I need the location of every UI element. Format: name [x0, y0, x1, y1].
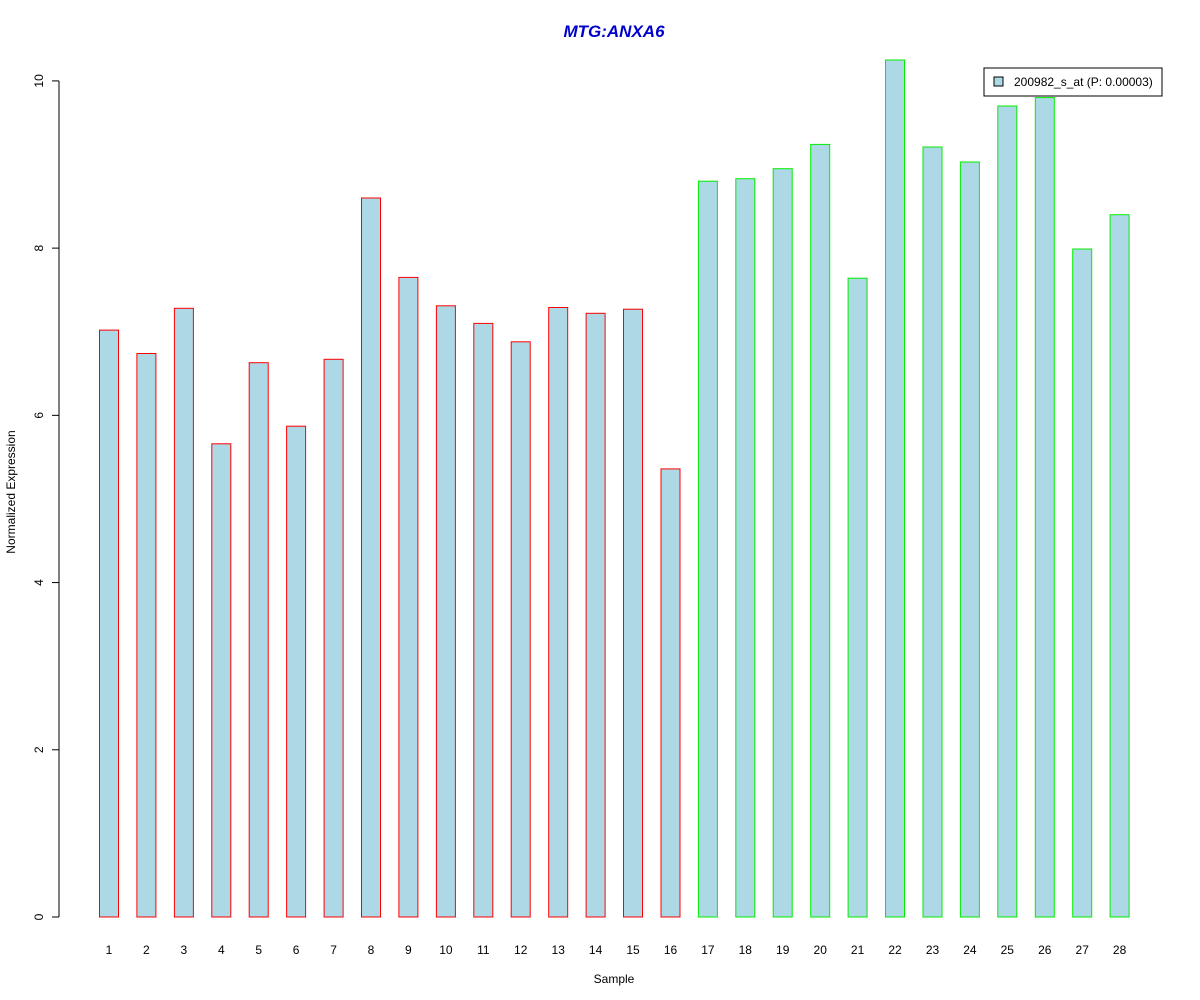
legend-box: [983, 67, 1163, 97]
bar-sample-19: [772, 168, 793, 918]
bar-sample-23: [922, 146, 943, 918]
x-tick-label: 24: [963, 943, 977, 957]
x-tick-label: 25: [1001, 943, 1015, 957]
x-tick-label: 9: [405, 943, 412, 957]
y-tick-label: 4: [32, 579, 46, 586]
x-tick-label: 6: [293, 943, 300, 957]
legend-swatch: [993, 76, 1004, 87]
x-tick-label: 11: [477, 943, 490, 957]
x-tick-label: 26: [1038, 943, 1052, 957]
x-tick-label: 13: [552, 943, 566, 957]
bar-sample-25: [997, 105, 1018, 918]
bar-sample-13: [548, 307, 569, 918]
x-tick-label: 7: [330, 943, 337, 957]
bar-sample-6: [286, 425, 307, 918]
bar-sample-2: [136, 353, 157, 918]
x-tick-label: 12: [514, 943, 528, 957]
legend: 200982_s_at (P: 0.00003): [983, 67, 1163, 97]
bar-sample-1: [99, 329, 119, 918]
bar-sample-9: [398, 276, 419, 918]
y-axis-title: Normalized Expression: [4, 430, 18, 553]
bar-sample-16: [660, 468, 681, 918]
x-tick-label: 3: [181, 943, 188, 957]
x-tick-label: 1: [106, 943, 113, 957]
x-tick-label: 20: [814, 943, 828, 957]
y-tick-label: 2: [32, 746, 46, 753]
bar-sample-18: [735, 178, 756, 918]
x-tick-label: 28: [1113, 943, 1127, 957]
x-tick-label: 10: [439, 943, 453, 957]
bar-sample-21: [847, 277, 868, 918]
x-tick-label: 21: [851, 943, 865, 957]
bar-sample-8: [361, 197, 381, 918]
bar-sample-28: [1109, 214, 1130, 918]
bar-sample-24: [959, 161, 980, 918]
x-tick-label: 27: [1076, 943, 1090, 957]
x-tick-label: 23: [926, 943, 940, 957]
bar-sample-20: [810, 143, 831, 918]
x-tick-label: 8: [368, 943, 375, 957]
x-tick-label: 4: [218, 943, 225, 957]
x-tick-label: 16: [664, 943, 678, 957]
bar-sample-12: [510, 341, 531, 918]
x-tick-label: 18: [739, 943, 753, 957]
y-tick-label: 0: [32, 913, 46, 920]
bar-sample-5: [248, 362, 269, 918]
x-tick-label: 15: [626, 943, 640, 957]
bar-sample-17: [697, 180, 718, 918]
bar-sample-15: [623, 308, 643, 918]
x-tick-label: 2: [143, 943, 150, 957]
x-tick-label: 14: [589, 943, 603, 957]
bars-group: [99, 59, 1130, 918]
y-tick-label: 8: [32, 244, 46, 251]
bar-sample-10: [435, 305, 456, 918]
bar-sample-14: [585, 312, 606, 918]
bar-sample-11: [473, 322, 494, 918]
bar-sample-22: [885, 59, 905, 918]
x-tick-label: 5: [255, 943, 262, 957]
y-tick-label: 6: [32, 412, 46, 419]
x-axis-title: Sample: [594, 972, 635, 986]
legend-label: 200982_s_at (P: 0.00003): [1014, 75, 1153, 89]
x-tick-labels: 1 2 3 4 5 6 7 8 9 10 11 12 13 14 15 16 17 18 19 20 21 22 23 24 2…: [106, 943, 1127, 957]
x-tick-label: 19: [776, 943, 790, 957]
chart-title: MTG:ANXA6: [563, 22, 665, 41]
x-tick-label: 17: [701, 943, 715, 957]
y-axis: 0 2 4 6 8 10: [32, 74, 60, 920]
bar-sample-27: [1072, 248, 1093, 918]
bar-sample-4: [211, 443, 232, 918]
bar-sample-3: [173, 307, 194, 918]
bar-sample-26: [1034, 97, 1055, 918]
x-tick-label: 22: [888, 943, 902, 957]
bar-sample-7: [323, 358, 344, 918]
y-tick-label: 10: [32, 74, 46, 88]
